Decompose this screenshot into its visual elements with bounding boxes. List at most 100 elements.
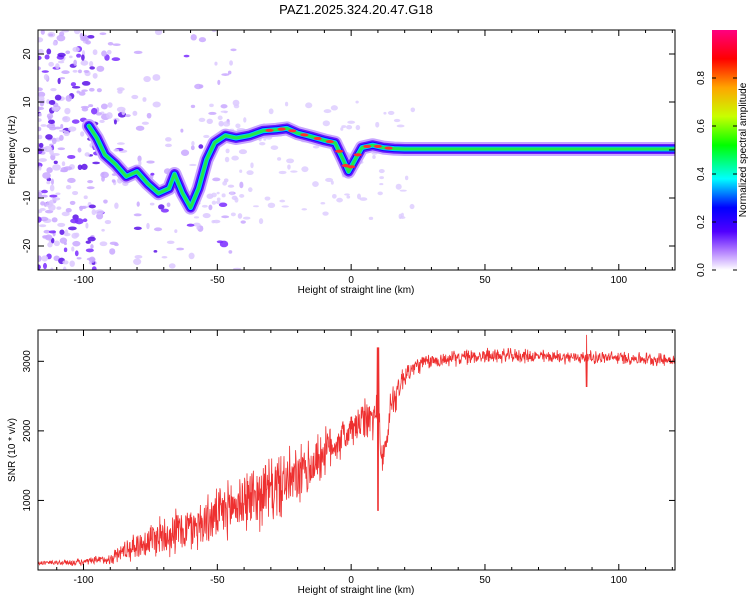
spectrogram-noise-blob: [38, 216, 42, 223]
snr-y-label: SNR (10 * v/v): [7, 418, 18, 482]
spectrogram-noise-blob: [221, 73, 230, 76]
spectrogram-hotspot: [335, 149, 344, 153]
spectrogram-noise-blob: [221, 215, 230, 219]
spectrogram-noise-blob: [166, 240, 175, 245]
spectrogram-noise-blob: [70, 82, 77, 87]
spectrogram-noise-blob: [67, 154, 76, 159]
spectrogram-noise-blob: [330, 105, 338, 111]
spectrogram-noise-blob: [63, 247, 68, 253]
spectrogram-hotspot: [300, 133, 309, 137]
spectrogram-noise-blob: [76, 90, 81, 94]
spectrogram-noise-blob: [39, 102, 44, 107]
spectrogram-noise-blob: [64, 229, 69, 237]
spectrogram-noise-blob: [45, 134, 53, 140]
spectrogram-noise-blob: [198, 117, 206, 123]
spectrogram-noise-blob: [83, 69, 90, 73]
spectrogram-noise-blob: [38, 91, 46, 98]
spectrogram-noise-blob: [61, 211, 70, 217]
spectrogram-noise-blob: [196, 225, 200, 230]
spectrogram-noise-blob: [61, 30, 70, 33]
spectrogram-x-label: Height of straight line (km): [298, 285, 415, 296]
spectrogram-noise-blob: [229, 60, 233, 66]
spectrogram-noise-blob: [54, 126, 62, 130]
spectrogram-noise-blob: [63, 130, 70, 137]
spectrogram-noise-blob: [53, 160, 58, 165]
spectrogram-noise-blob: [81, 54, 85, 61]
spectrogram-noise-blob: [80, 36, 89, 42]
spectrogram-noise-blob: [142, 97, 147, 102]
spectrogram-noise-blob: [222, 181, 228, 186]
spectrogram-noise-blob: [312, 181, 319, 187]
spectrogram-noise-blob: [38, 37, 44, 43]
spectrogram-noise-blob: [117, 89, 123, 94]
spectrogram-noise-blob: [47, 242, 53, 248]
spectrogram-hotspot: [384, 146, 393, 150]
spectrogram-hotspot: [313, 136, 322, 141]
spectrogram-noise-blob: [111, 57, 121, 62]
spectrogram-noise-blob: [194, 83, 203, 90]
colorbar: 0.0 0.2 0.4 0.6 0.8 Normalized spectral ampl…: [696, 30, 749, 277]
spectrogram-noise-blob: [104, 220, 112, 225]
spectrogram-noise-blob: [80, 131, 85, 137]
spectrogram-noise-blob: [40, 194, 48, 198]
spectrogram-noise-blob: [39, 224, 47, 228]
spectrogram-noise-blob: [186, 223, 195, 227]
spectrogram-noise-blob: [74, 232, 80, 238]
spectrogram-noise-blob: [60, 124, 64, 129]
spectrogram-noise-blob: [217, 115, 223, 121]
spectrogram-noise-blob: [59, 129, 66, 133]
spectrogram-hotspot: [347, 165, 356, 169]
spectrogram-noise-blob: [322, 120, 330, 127]
spectrogram-noise-blob: [114, 202, 119, 209]
spectrogram-noise-blob: [51, 106, 60, 112]
spectrogram-noise-blob: [99, 119, 105, 124]
spectrogram-noise-blob: [250, 162, 254, 169]
spectrogram-y-ticks: 20 10 0 -10 -20: [22, 48, 675, 253]
spectrogram-noise-blob: [46, 201, 53, 208]
spectrogram-noise-blob: [344, 193, 350, 196]
spectrogram-noise-blob: [183, 54, 190, 58]
spectrogram-noise-blob: [69, 260, 75, 267]
spectrogram-noise-blob: [132, 110, 138, 116]
spectrogram-noise-blob: [42, 262, 47, 270]
spectrogram-noise-blob: [41, 189, 48, 194]
spectrogram-noise-blob: [340, 127, 344, 131]
spectrogram-noise-blob: [238, 149, 248, 155]
spectrogram-noise-blob: [76, 257, 82, 260]
spectrogram-noise-blob: [64, 107, 71, 115]
spectrogram-noise-blob: [38, 112, 43, 117]
spectrogram-noise-blob: [287, 164, 291, 170]
spectrogram-noise-blob: [38, 142, 44, 148]
spectrogram-noise-blob: [305, 102, 313, 109]
spectrogram-noise-blob: [141, 121, 149, 125]
spectrogram-noise-blob: [47, 119, 55, 125]
spectrogram-noise-blob: [191, 141, 195, 146]
spectrogram-noise-blob: [38, 87, 43, 92]
spectrogram-noise-blob: [68, 126, 77, 132]
snr-panel: -100 -50 0 50 100 1000 2000 3000 Height of str…: [7, 329, 676, 596]
spectrogram-noise-blob: [40, 30, 45, 35]
spectrogram-noise-blob: [101, 50, 107, 57]
spectrogram-noise-blob: [206, 118, 213, 124]
spectrogram-noise-blob: [78, 205, 87, 210]
spectrogram-noise-blob: [100, 171, 109, 179]
spectrogram-noise-blob: [72, 69, 78, 73]
spectrogram-noise-blob: [106, 112, 113, 119]
spectrogram-noise-blob: [100, 103, 108, 110]
spectrogram-noise-blob: [51, 152, 60, 156]
spectrogram-noise-blob: [70, 218, 79, 224]
y-tick-label: 2000: [22, 419, 33, 442]
spectrogram-noise-blob: [404, 175, 409, 181]
spectrogram-noise-blob: [65, 185, 72, 190]
spectrogram-noise-blob: [59, 169, 68, 173]
spectrogram-noise-blob: [61, 161, 66, 167]
spectrogram-noise-blob: [227, 70, 232, 75]
spectrogram-noise-blob: [189, 163, 197, 167]
spectrogram-noise-blob: [409, 203, 415, 210]
spectrogram-noise-blob: [65, 50, 71, 55]
spectrogram-noise-blob: [88, 104, 94, 108]
x-tick-label: 100: [610, 275, 627, 286]
spectrogram-noise-blob: [99, 32, 107, 36]
colorbar-tick-label: 0.6: [696, 119, 707, 133]
